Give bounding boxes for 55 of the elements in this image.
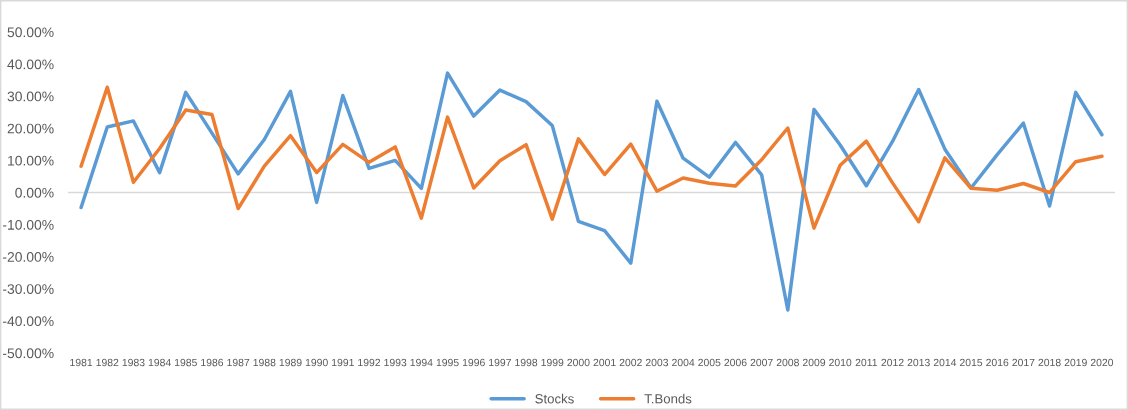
- x-tick-label: 2018: [1038, 358, 1061, 367]
- y-tick-label: -40.00%: [3, 316, 54, 327]
- x-tick-label: 1983: [122, 358, 145, 367]
- line-series: [79, 85, 1104, 230]
- x-tick-label: 1999: [541, 358, 564, 367]
- x-tick-label: 2011: [855, 358, 878, 367]
- x-tick-label: 2012: [881, 358, 904, 367]
- x-tick-label: 2013: [907, 358, 930, 367]
- x-tick-label: 1995: [436, 358, 459, 367]
- x-tick-label: 2015: [959, 358, 983, 367]
- x-tick-label: 2005: [698, 358, 721, 367]
- y-tick-label: 20.00%: [7, 123, 54, 134]
- line-series: [79, 71, 1104, 312]
- x-tick-label: 1992: [358, 358, 381, 367]
- x-tick-label: 2014: [933, 358, 957, 367]
- x-tick-label: 1993: [384, 358, 407, 367]
- x-tick-label: 1990: [305, 358, 328, 367]
- y-tick-label: 30.00%: [7, 91, 54, 102]
- x-tick-label: 2007: [750, 358, 773, 367]
- x-tick-label: 2009: [802, 358, 826, 367]
- x-tick-label: 2019: [1064, 358, 1087, 367]
- y-tick-label: 10.00%: [8, 155, 54, 166]
- x-tick-label: 2016: [986, 358, 1009, 367]
- y-tick-label: 50.00%: [7, 27, 54, 38]
- x-tick-label: 1994: [410, 358, 433, 367]
- x-tick-label: 1985: [175, 358, 197, 367]
- x-tick-label: 1988: [253, 358, 276, 367]
- x-tick-label: 1986: [201, 358, 224, 367]
- x-tick-label: 2010: [829, 358, 852, 367]
- legend-label: T.Bonds: [644, 393, 692, 404]
- y-tick-label: -30.00%: [3, 284, 54, 294]
- legend-label: Stocks: [535, 393, 574, 404]
- x-tick-label: 1996: [462, 358, 485, 367]
- x-tick-label: 1982: [96, 358, 119, 367]
- x-tick-label: 1981: [70, 358, 93, 367]
- x-tick-label: 2000: [567, 358, 590, 367]
- x-tick-label: 2006: [724, 358, 747, 367]
- x-tick-label: 1989: [279, 358, 302, 367]
- y-tick-label: -50.00%: [3, 348, 54, 359]
- x-tick-label: 2004: [672, 358, 695, 367]
- y-tick-label: 0.00%: [15, 187, 54, 198]
- y-tick-label: -10.00%: [3, 219, 54, 230]
- x-tick-label: 2001: [593, 358, 616, 367]
- y-tick-label: 40.00%: [7, 59, 54, 70]
- x-tick-label: 1987: [227, 358, 250, 367]
- x-tick-label: 2003: [645, 358, 669, 367]
- x-tick-label: 2008: [776, 358, 799, 367]
- y-tick-label: -20.00%: [3, 252, 54, 262]
- x-tick-label: 2020: [1090, 358, 1114, 367]
- x-tick-label: 2002: [619, 358, 642, 367]
- x-tick-label: 1997: [489, 358, 511, 367]
- x-tick-label: 1998: [515, 358, 538, 367]
- x-tick-label: 2017: [1012, 358, 1035, 367]
- x-tick-label: 1991: [332, 358, 354, 367]
- x-tick-label: 1984: [148, 358, 171, 367]
